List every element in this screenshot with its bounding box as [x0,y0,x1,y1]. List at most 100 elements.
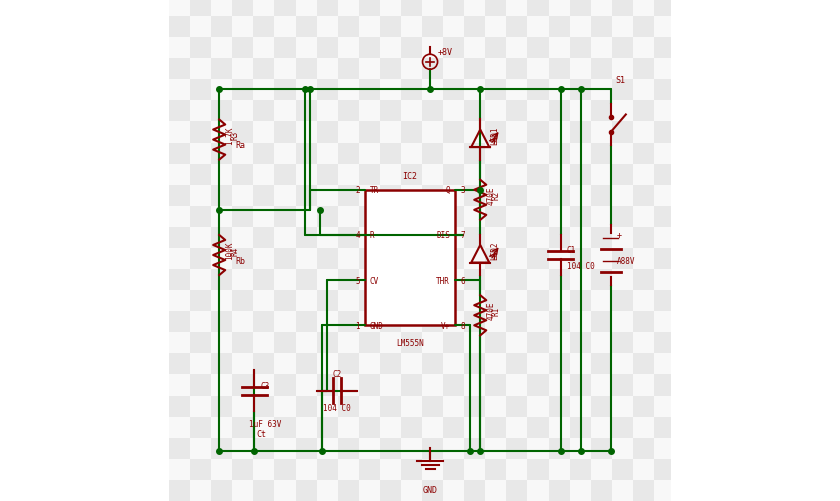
Bar [507,396,528,417]
Bar [443,375,465,396]
Bar [232,17,254,38]
Bar [254,101,275,122]
Bar [612,248,633,270]
Bar [675,270,696,291]
Bar [486,59,507,80]
Bar [190,270,211,291]
Bar [507,0,528,17]
Bar [190,101,211,122]
Bar [254,333,275,354]
Bar [654,417,675,438]
Bar [675,480,696,501]
Bar [486,480,507,501]
Bar [443,417,465,438]
Bar [359,333,380,354]
Bar [275,143,296,164]
Bar [570,143,591,164]
Bar [465,480,486,501]
Bar [675,227,696,248]
Bar [254,38,275,59]
Bar [422,375,443,396]
Text: 470E: 470E [486,302,496,320]
Bar [612,333,633,354]
Bar [465,333,486,354]
Bar [591,185,612,206]
Text: 1uF 63V: 1uF 63V [249,419,281,428]
Bar [528,0,549,17]
Bar [401,375,422,396]
Text: +: + [617,231,622,240]
Bar [380,333,401,354]
Bar [380,227,401,248]
Bar [254,312,275,333]
Bar [296,375,317,396]
Bar [465,396,486,417]
Bar [359,459,380,480]
Bar [296,354,317,375]
Bar [169,417,190,438]
Text: DIS: DIS [436,231,450,240]
Bar [359,80,380,101]
Bar [211,438,232,459]
Bar [675,291,696,312]
Bar [232,185,254,206]
Bar [549,0,570,17]
Bar [654,38,675,59]
Bar [380,248,401,270]
Bar [465,417,486,438]
Text: R: R [370,231,375,240]
Bar [570,185,591,206]
Bar [211,396,232,417]
Bar [359,185,380,206]
Bar [465,270,486,291]
Bar [675,375,696,396]
Bar [359,38,380,59]
Bar [169,80,190,101]
Bar [275,122,296,143]
Bar [317,38,338,59]
Bar [528,417,549,438]
Bar [591,80,612,101]
Bar [612,417,633,438]
Bar [465,312,486,333]
Bar [507,17,528,38]
Bar [591,375,612,396]
Bar [317,59,338,80]
Bar [211,143,232,164]
Bar [675,185,696,206]
Bar [401,248,422,270]
Bar [401,438,422,459]
Bar [169,59,190,80]
Bar [232,291,254,312]
Bar [549,248,570,270]
Bar [359,248,380,270]
Bar [338,459,359,480]
Bar [486,417,507,438]
Bar [380,270,401,291]
Bar [338,312,359,333]
Bar [296,459,317,480]
Bar [507,459,528,480]
Bar [422,17,443,38]
Bar [359,101,380,122]
Text: C3: C3 [260,381,270,390]
Bar [549,80,570,101]
Bar [211,417,232,438]
Bar [296,38,317,59]
Bar [654,248,675,270]
Bar [528,354,549,375]
Bar [232,206,254,227]
Bar [338,122,359,143]
Bar [359,417,380,438]
Bar [317,459,338,480]
Bar [675,38,696,59]
Bar [338,227,359,248]
Text: 1.7K: 1.7K [225,126,234,144]
Bar [633,80,654,101]
Bar [211,59,232,80]
Bar [465,143,486,164]
Bar [380,59,401,80]
Bar [465,291,486,312]
Bar [232,270,254,291]
Bar [612,270,633,291]
